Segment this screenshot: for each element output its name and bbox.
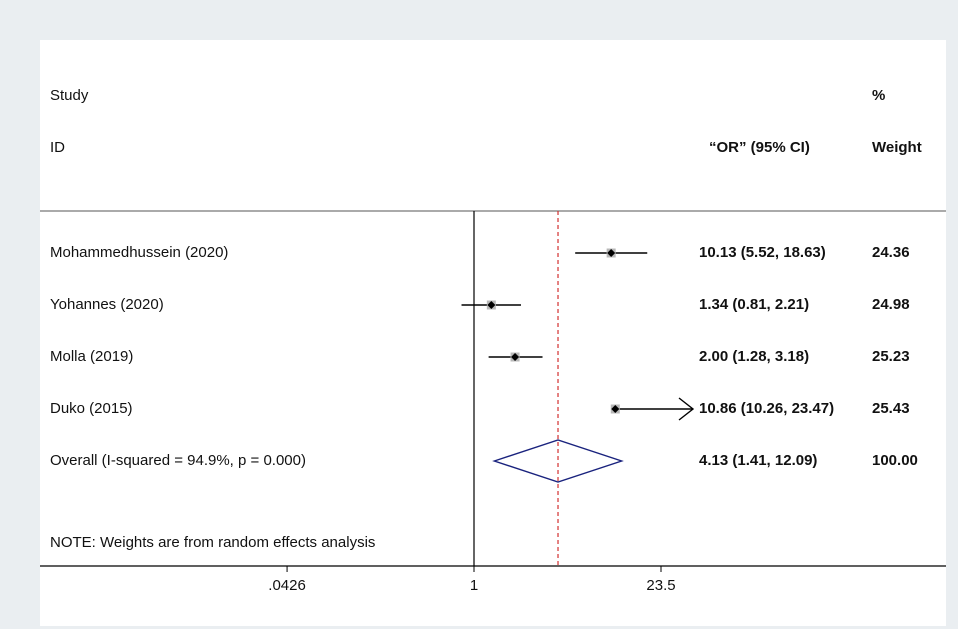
x-axis-tick-label: .0426: [268, 577, 306, 594]
study-ci-text: 1.34 (0.81, 2.21): [699, 296, 810, 313]
header-effect: “OR” (95% CI): [709, 139, 810, 156]
study-ci-text: 10.86 (10.26, 23.47): [699, 400, 835, 417]
forest-plot-panel: Study ID “OR” (95% CI) % Weight Mohammed…: [40, 40, 946, 626]
x-axis-tick-label: 23.5: [646, 577, 676, 594]
forest-plot-graphics: [40, 210, 946, 572]
x-axis-tick-label: 1: [469, 577, 479, 594]
overall-ci-text: 4.13 (1.41, 12.09): [699, 452, 818, 469]
study-weight: 25.43: [872, 400, 910, 417]
overall-weight: 100.00: [872, 452, 918, 469]
study-point: [607, 249, 616, 257]
study-ci-text: 2.00 (1.28, 3.18): [699, 348, 810, 365]
footnote: NOTE: Weights are from random effects an…: [50, 534, 376, 551]
overall-diamond: [492, 439, 624, 483]
study-label: Yohannes (2020): [50, 296, 164, 313]
header-study: Study: [50, 87, 89, 104]
study-point: [487, 301, 496, 309]
study-label: Molla (2019): [50, 348, 134, 365]
header-percent: %: [872, 87, 886, 104]
study-ci-arrow: [678, 397, 695, 421]
study-ci-text: 10.13 (5.52, 18.63): [699, 244, 826, 261]
study-weight: 24.36: [872, 244, 910, 261]
study-label: Duko (2015): [50, 400, 133, 417]
study-point: [611, 405, 620, 413]
study-label: Mohammedhussein (2020): [50, 244, 229, 261]
study-point: [511, 353, 520, 361]
header-id: ID: [50, 139, 65, 156]
header-weight: Weight: [872, 139, 922, 156]
study-weight: 24.98: [872, 296, 910, 313]
overall-label: Overall (I-squared = 94.9%, p = 0.000): [50, 452, 306, 469]
study-weight: 25.23: [872, 348, 910, 365]
